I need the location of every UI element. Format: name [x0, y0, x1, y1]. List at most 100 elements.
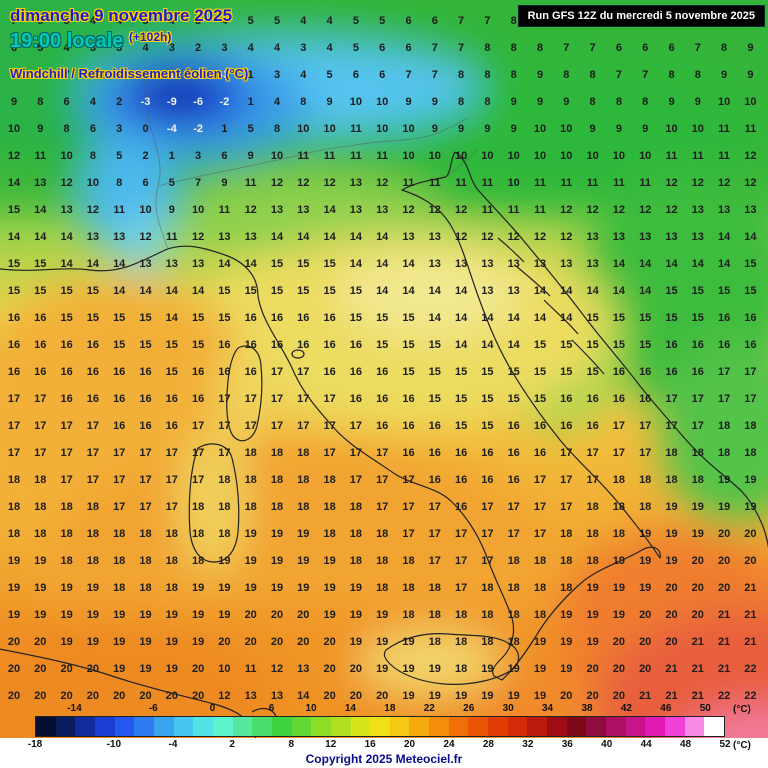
- map-value: 6: [379, 42, 386, 54]
- map-value: 19: [270, 555, 284, 567]
- map-value: 17: [454, 582, 468, 594]
- map-value: 21: [744, 636, 757, 648]
- map-value: 20: [560, 690, 573, 702]
- scale-label: 42: [620, 703, 632, 714]
- map-value: 11: [455, 177, 467, 189]
- map-value: 20: [297, 609, 310, 621]
- map-value: 9: [458, 123, 465, 135]
- map-value: 4: [89, 96, 96, 108]
- map-value: 19: [612, 609, 626, 621]
- map-value: -2: [219, 96, 230, 108]
- map-value: 10: [612, 150, 626, 162]
- scale-segment: [114, 717, 135, 736]
- map-value: 17: [297, 420, 310, 432]
- map-value: 7: [431, 69, 438, 81]
- map-value: 5: [273, 15, 281, 27]
- map-value: 15: [560, 339, 573, 351]
- map-value: 20: [639, 636, 652, 648]
- map-value: 13: [586, 231, 599, 243]
- map-value: 13: [691, 231, 704, 243]
- map-value: 14: [297, 690, 310, 702]
- scale-label: 48: [680, 739, 692, 750]
- map-value: 8: [589, 69, 596, 81]
- map-value: 11: [691, 150, 704, 162]
- map-value: 12: [639, 204, 652, 216]
- map-value: 13: [349, 177, 363, 189]
- color-scale: -14 -6 0 6 10 14 18 22 26 30 34 38 42 46 50 (°C) -18 -1…: [0, 704, 768, 768]
- scale-segment: [429, 717, 449, 736]
- map-value: 16: [297, 312, 310, 324]
- map-value: 14: [165, 285, 178, 297]
- map-value: 20: [717, 582, 731, 594]
- map-value: 6: [37, 15, 44, 27]
- map-value: 18: [60, 501, 73, 513]
- map-value: 9: [721, 69, 728, 81]
- map-value: 17: [86, 420, 100, 432]
- map-value: 5: [63, 15, 70, 27]
- map-value: 19: [744, 501, 757, 513]
- map-value: 19: [139, 636, 152, 648]
- map-value: 14: [34, 231, 47, 243]
- map-value: 12: [191, 231, 205, 243]
- map-value: 15: [639, 312, 652, 324]
- map-value: 19: [191, 582, 205, 594]
- map-value: 14: [402, 285, 415, 297]
- map-value: 14: [639, 258, 652, 270]
- map-value: 16: [139, 420, 152, 432]
- map-value: 14: [113, 258, 126, 270]
- map-value: 9: [510, 123, 517, 135]
- map-value: 18: [7, 528, 21, 540]
- map-value: 15: [323, 285, 336, 297]
- map-value: 13: [244, 690, 257, 702]
- map-value: 13: [560, 258, 573, 270]
- map-value: 12: [60, 177, 73, 189]
- map-value: 16: [376, 420, 389, 432]
- scale-segment: [665, 717, 685, 736]
- map-value: 19: [454, 690, 468, 702]
- scale-label: 50: [699, 703, 711, 714]
- map-value: 18: [533, 582, 547, 594]
- map-value: 7: [431, 42, 438, 54]
- map-value: 6: [352, 69, 359, 81]
- map-value: 18: [402, 555, 415, 567]
- map-value: 17: [34, 393, 47, 405]
- map-value: 11: [560, 177, 573, 189]
- map-value: 16: [428, 474, 441, 486]
- map-value: 8: [510, 69, 517, 81]
- map-value: -2: [193, 123, 203, 135]
- map-value: 12: [507, 231, 520, 243]
- scale-segment: [527, 717, 548, 736]
- map-value: 14: [481, 312, 494, 324]
- map-value: 10: [691, 123, 704, 135]
- map-value: 16: [349, 393, 363, 405]
- map-value: 20: [639, 609, 652, 621]
- map-value: 6: [89, 123, 96, 135]
- scale-label: 8: [288, 739, 295, 750]
- map-value: 16: [428, 447, 441, 459]
- map-value: 17: [323, 447, 336, 459]
- map-value: 7: [195, 177, 202, 189]
- map-value: 4: [168, 15, 175, 27]
- map-value: 10: [376, 123, 389, 135]
- map-value: 18: [139, 555, 152, 567]
- map-value: 17: [691, 420, 704, 432]
- map-value: 21: [691, 663, 704, 675]
- map-value: 19: [586, 582, 599, 594]
- map-value: 15: [113, 339, 126, 351]
- scale-label: 18: [384, 703, 396, 714]
- map-value: 16: [218, 339, 231, 351]
- scale-label: 28: [482, 739, 494, 750]
- map-value: 17: [270, 366, 284, 378]
- scale-label: -10: [106, 739, 122, 750]
- map-value: 16: [639, 366, 652, 378]
- map-value: 16: [60, 339, 73, 351]
- map-value: 4: [89, 15, 96, 27]
- map-value: 14: [60, 258, 73, 270]
- map-value: 19: [297, 582, 310, 594]
- parameter-label: Windchill / Refroidissement éolien (°C): [10, 66, 249, 81]
- map-value: 11: [34, 150, 47, 162]
- map-value: 19: [560, 636, 573, 648]
- map-value: 2: [116, 69, 123, 81]
- map-value: 15: [349, 285, 363, 297]
